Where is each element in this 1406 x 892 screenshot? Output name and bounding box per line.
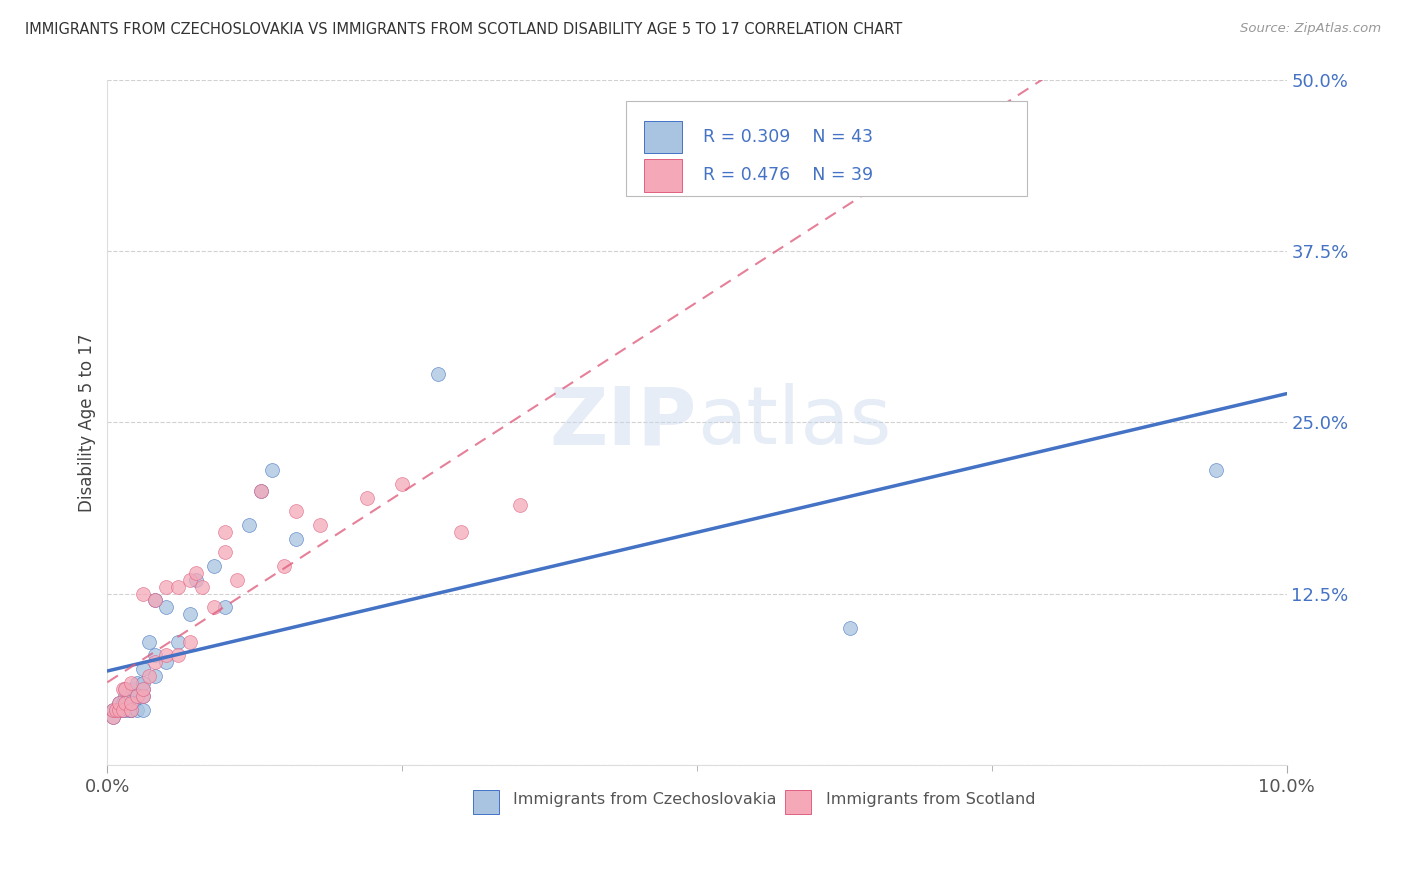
Point [120,696,142,710]
Point [155,600,177,615]
Point [108,703,131,717]
Text: atlas: atlas [697,384,891,461]
Point [179,607,201,621]
Point [111,696,134,710]
Point [103,703,125,717]
Text: Immigrants from Czechoslovakia: Immigrants from Czechoslovakia [513,791,776,806]
FancyBboxPatch shape [786,790,811,814]
Point [238,518,260,533]
Point [114,690,136,704]
Point [120,675,142,690]
Point [202,559,225,574]
Point [111,703,134,717]
Y-axis label: Disability Age 5 to 17: Disability Age 5 to 17 [79,333,96,512]
Point [132,586,155,600]
Point [184,573,207,587]
Point [111,703,134,717]
Point [132,675,155,690]
Point [143,593,166,607]
Point [108,696,131,710]
FancyBboxPatch shape [472,790,499,814]
Point [249,483,271,498]
Point [125,675,148,690]
Point [132,690,155,704]
Point [120,690,142,704]
Text: Source: ZipAtlas.com: Source: ZipAtlas.com [1240,22,1381,36]
Point [104,703,127,717]
Point [125,703,148,717]
Point [179,573,201,587]
Point [103,710,125,724]
Point [132,703,155,717]
FancyBboxPatch shape [644,120,682,153]
Point [138,669,160,683]
Text: R = 0.309    N = 43: R = 0.309 N = 43 [703,128,873,146]
Point [122,682,145,697]
Point [108,696,131,710]
Point [104,703,127,717]
Point [839,621,862,635]
Point [167,634,190,648]
FancyBboxPatch shape [644,159,682,192]
Point [111,682,134,697]
Point [143,655,166,669]
Point [143,648,166,663]
Point [117,703,139,717]
Point [138,634,160,648]
Point [114,682,136,697]
Point [273,559,295,574]
Point [155,655,177,669]
Point [226,573,249,587]
Point [167,580,190,594]
Point [108,703,131,717]
Point [132,662,155,676]
Point [1205,463,1227,477]
Point [120,703,142,717]
Point [285,504,308,518]
Point [103,710,125,724]
Point [155,580,177,594]
Point [308,518,330,533]
Point [114,696,136,710]
Point [114,703,136,717]
Point [509,498,531,512]
Point [391,477,413,491]
Point [214,600,236,615]
Point [155,648,177,663]
Point [214,524,236,539]
Point [120,703,142,717]
Point [125,690,148,704]
Point [262,463,284,477]
Point [167,648,190,663]
Point [249,483,271,498]
Text: IMMIGRANTS FROM CZECHOSLOVAKIA VS IMMIGRANTS FROM SCOTLAND DISABILITY AGE 5 TO 1: IMMIGRANTS FROM CZECHOSLOVAKIA VS IMMIGR… [25,22,903,37]
Point [132,690,155,704]
Point [143,669,166,683]
FancyBboxPatch shape [626,101,1028,196]
Point [214,545,236,559]
Text: ZIP: ZIP [550,384,697,461]
Point [179,634,201,648]
Point [103,703,125,717]
Point [108,703,131,717]
Point [114,682,136,697]
Point [356,491,378,505]
Point [184,566,207,580]
Point [202,600,225,615]
Point [132,682,155,697]
Point [285,532,308,546]
Point [450,524,472,539]
Text: Immigrants from Scotland: Immigrants from Scotland [825,791,1035,806]
Point [120,696,142,710]
Point [190,580,212,594]
Point [122,696,145,710]
Point [132,682,155,697]
Point [120,703,142,717]
Text: R = 0.476    N = 39: R = 0.476 N = 39 [703,166,873,185]
Point [426,368,449,382]
Point [143,593,166,607]
